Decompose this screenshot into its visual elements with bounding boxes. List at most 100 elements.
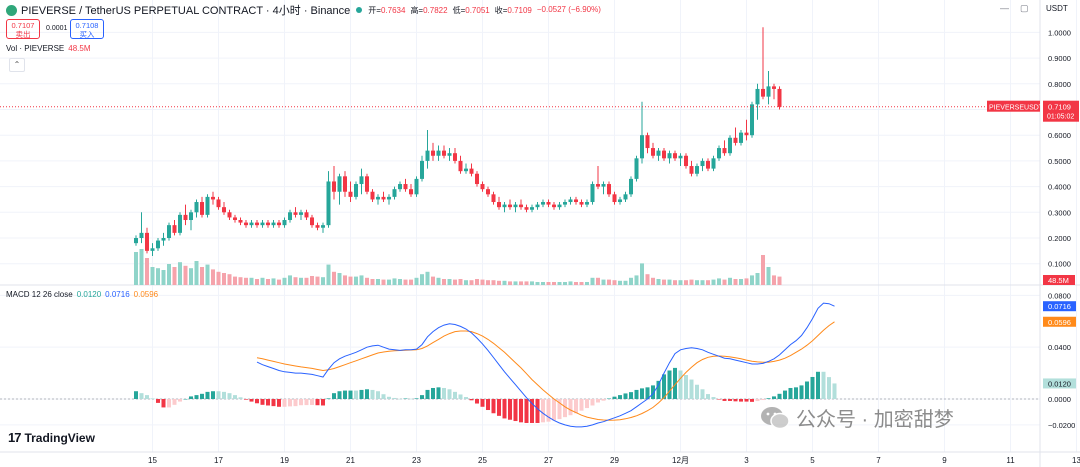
macd-hist-bar <box>370 389 375 399</box>
tradingview-logo[interactable]: 17 TradingView <box>8 430 95 445</box>
volume-bar <box>563 282 567 285</box>
candle-body <box>354 184 358 197</box>
candle-body <box>662 150 666 159</box>
time-tick-label: 25 <box>478 456 487 465</box>
macd-hist-bar <box>222 391 226 399</box>
candle-body <box>348 191 353 197</box>
time-tick-label: 27 <box>544 456 553 465</box>
candle-body <box>337 176 342 192</box>
macd-hist-bar <box>673 367 677 399</box>
macd-hist-bar <box>739 399 743 402</box>
volume-bar <box>409 279 413 285</box>
candle-body <box>304 212 309 218</box>
minimize-icon[interactable]: — <box>1000 3 1009 13</box>
macd-hist-bar <box>816 371 820 399</box>
price-axis[interactable]: 1.00000.90000.80000.70000.60000.50000.40… <box>987 28 1079 285</box>
volume-bar <box>370 279 375 285</box>
time-axis[interactable]: 151719212325272912月3579111315 <box>148 456 1080 465</box>
price-tick-label: 0.9000 <box>1048 54 1071 63</box>
macd-hist-bar <box>161 399 166 408</box>
volume-bar <box>695 280 699 285</box>
volume-bar <box>475 279 479 285</box>
time-tick-label: 12月 <box>672 456 689 465</box>
macd-axis[interactable]: 0.0800 0.0400 0.0000 −0.0200 0.0716 0.0596 0.0… <box>1043 291 1076 430</box>
macd-hist-bar <box>387 396 391 399</box>
currency-label[interactable]: USDT <box>1046 4 1068 13</box>
macd-hist-bar <box>178 399 182 402</box>
volume-bar <box>431 276 435 285</box>
candle-body <box>761 88 765 97</box>
watermark: 公众号 · 加密甜梦 <box>760 403 954 432</box>
candle-body <box>222 207 226 213</box>
candle-body <box>744 132 749 136</box>
sell-button[interactable]: 0.7107 卖出 <box>6 19 40 39</box>
macd-hist-bar <box>535 399 540 423</box>
macd-hist-bar <box>634 389 639 399</box>
macd-hist-bar <box>442 387 446 399</box>
volume-legend[interactable]: Vol · PIEVERSE 48.5M <box>6 44 90 53</box>
hist-value-tag: 0.0120 <box>1048 379 1071 388</box>
volume-bar <box>321 277 325 285</box>
macd-hist-bar <box>200 393 204 399</box>
volume-bar <box>684 280 688 285</box>
candle-body <box>733 137 738 143</box>
macd-tick-label: 0.0800 <box>1048 291 1071 300</box>
spread-value: 0.0001 <box>46 25 68 32</box>
candle-body <box>755 88 760 105</box>
maximize-icon[interactable]: ▢ <box>1020 3 1029 13</box>
buy-price: 0.7108 <box>75 21 99 30</box>
candle-body <box>629 178 633 195</box>
volume-bar <box>315 276 320 285</box>
candle-body <box>370 191 375 200</box>
candle-body <box>172 225 177 233</box>
ohlc-item: 高=0.7822 <box>410 5 447 16</box>
candle-body <box>343 176 347 192</box>
candle-body <box>464 168 468 172</box>
macd-hist-bar <box>238 397 243 399</box>
macd-signal-value: 0.0596 <box>133 290 159 299</box>
macd-hist-bar <box>381 394 386 399</box>
volume-bar <box>623 280 628 285</box>
macd-hist-bar <box>332 393 336 399</box>
macd-legend[interactable]: MACD 12 26 close 0.0120 0.0716 0.0596 <box>6 290 158 299</box>
time-tick-label: 17 <box>214 456 223 465</box>
candle-body <box>519 204 523 208</box>
volume-bar <box>425 271 430 285</box>
macd-hist-bar <box>315 399 320 406</box>
macd-hist-bar <box>189 396 193 399</box>
macd-hist-bar <box>656 380 661 399</box>
macd-hist-bar <box>557 399 562 420</box>
volume-bar <box>750 275 754 285</box>
volume-bar <box>178 262 182 285</box>
macd-tick-label: 0.0400 <box>1048 343 1071 352</box>
volume-bar <box>722 279 727 285</box>
price-tick-label: 0.3000 <box>1048 208 1071 217</box>
macd-hist-bar <box>612 396 617 399</box>
candle-body <box>194 202 199 213</box>
volume-bar <box>601 279 606 285</box>
candle-body <box>178 214 182 233</box>
symbol-title[interactable]: PIEVERSE / TetherUS PERPETUAL CONTRACT ·… <box>21 5 351 17</box>
volume-bar <box>139 249 144 285</box>
volume-bar <box>420 274 424 285</box>
macd-hist-bar <box>810 376 815 399</box>
macd-hist-bar <box>167 399 171 408</box>
volume-bar <box>442 279 446 285</box>
sell-price: 0.7107 <box>11 21 35 30</box>
coin-logo-icon <box>6 4 17 16</box>
candle-body <box>552 204 556 208</box>
volume-bar <box>453 279 457 285</box>
macd-hist-bar <box>139 393 144 399</box>
candle-body <box>310 217 314 226</box>
candle-body <box>420 160 424 179</box>
collapse-legend-icon[interactable]: ⌃ <box>9 58 25 72</box>
buy-button[interactable]: 0.7108 买入 <box>70 19 104 39</box>
macd-value-tag-bg <box>1043 301 1076 312</box>
ohlc-values: 开=0.7634 高=0.7822 低=0.7051 收=0.7109 −0.0527 … <box>368 5 601 16</box>
volume-bar <box>414 277 419 285</box>
candle-body <box>684 155 688 167</box>
volume-bar <box>502 280 507 285</box>
candle-body <box>216 199 221 208</box>
macd-hist-bar <box>293 399 298 407</box>
